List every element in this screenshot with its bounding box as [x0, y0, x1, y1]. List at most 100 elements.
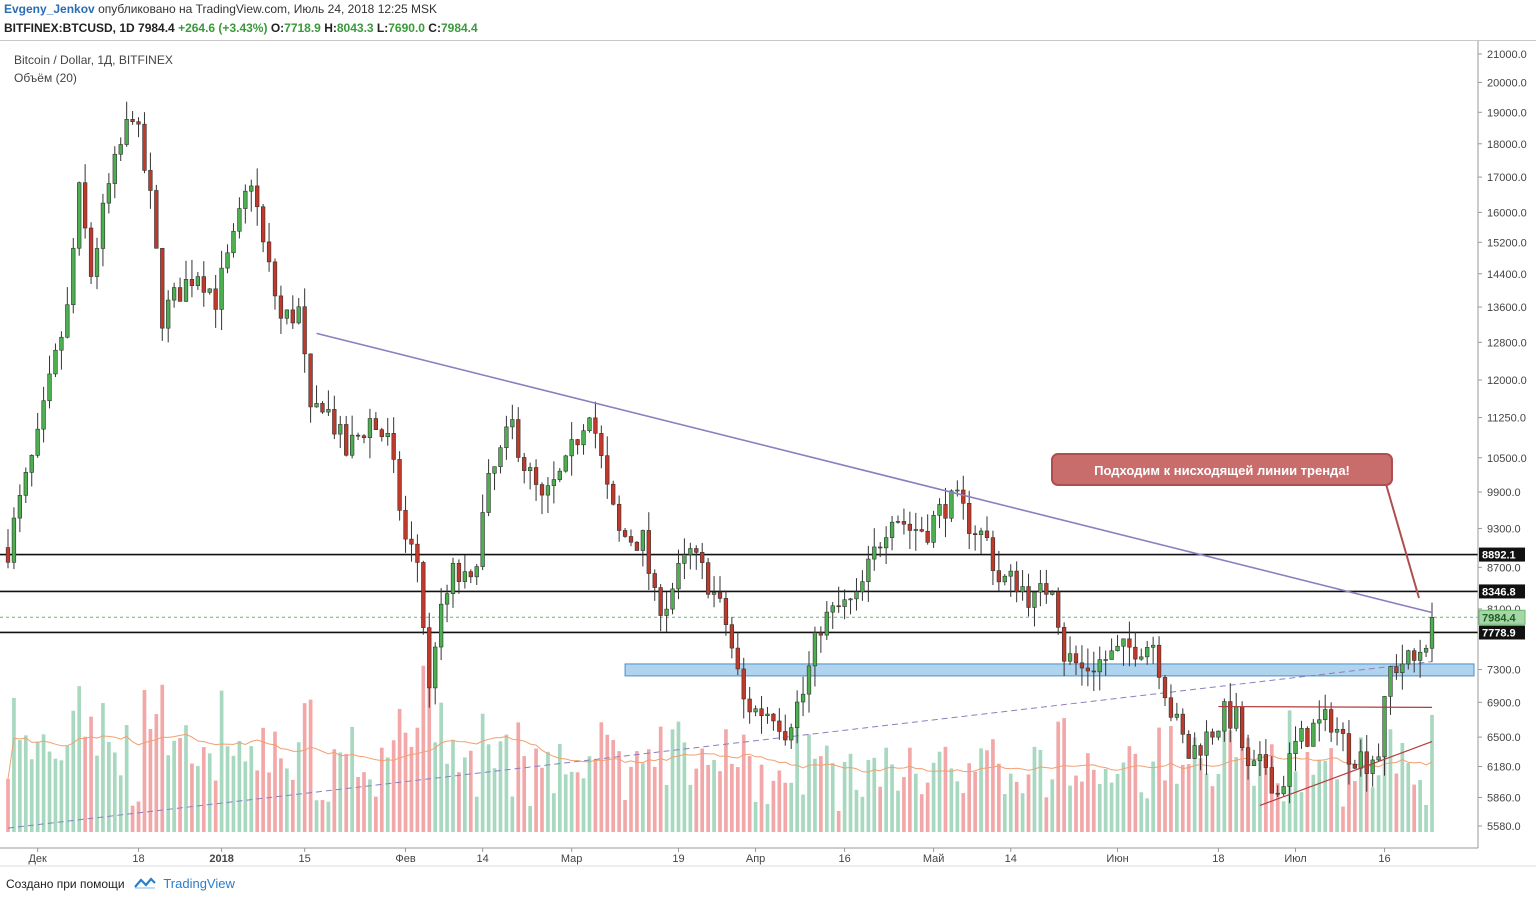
candle	[646, 512, 651, 590]
high-value: 8043.3	[336, 21, 374, 35]
volume-bar	[943, 746, 948, 832]
triangle-lower-line[interactable]	[1259, 741, 1433, 807]
volume-bar	[694, 768, 699, 832]
volume-bar	[979, 748, 983, 832]
volume-bar	[1347, 755, 1351, 832]
volume-bar	[498, 741, 503, 832]
level-price-tag	[1479, 547, 1525, 562]
volume-bar	[985, 750, 989, 832]
volume-ma-line	[7, 733, 1433, 779]
candle	[201, 261, 206, 307]
volume-bar	[71, 710, 76, 832]
candle	[1204, 720, 1209, 775]
volume-bar	[213, 780, 218, 832]
candle	[237, 197, 242, 239]
volume-bar	[65, 745, 70, 832]
price-tick-label: 16000.0	[1487, 207, 1527, 219]
volume-bar	[611, 739, 616, 832]
candle	[854, 578, 859, 611]
volume-bar	[973, 771, 977, 832]
price-tick-label: 12800.0	[1487, 337, 1527, 349]
volume-bar	[302, 703, 307, 832]
volume-bar	[623, 800, 627, 832]
candle	[130, 111, 135, 125]
candle	[1210, 728, 1215, 745]
candle	[1014, 561, 1019, 603]
support-zone	[624, 663, 1475, 677]
volume-bar	[53, 758, 58, 832]
volume-bar	[658, 726, 663, 832]
time-axis[interactable]: Дек 18 2018 15 Фев 14 Мар 19 Апр 16 Май 14 Июн 18 Июл 1…	[28, 848, 1391, 865]
candle	[385, 417, 390, 446]
candle	[53, 343, 58, 378]
volume-bar	[1145, 798, 1150, 832]
volume-bar	[296, 742, 301, 832]
time-tick-label: Июн	[1106, 853, 1128, 865]
candle	[611, 480, 616, 506]
candle	[355, 432, 361, 441]
volume-bar	[290, 779, 295, 832]
volume-bar	[510, 796, 515, 832]
rising-dashed-trendline[interactable]	[7, 661, 1433, 829]
author-link[interactable]: Evgeny_Jenkov	[4, 2, 95, 16]
candle	[563, 454, 568, 473]
candle	[486, 459, 491, 517]
price-tick-label: 17000.0	[1487, 172, 1527, 184]
tradingview-logo-icon[interactable]	[134, 877, 156, 892]
candle	[533, 459, 539, 501]
last-value: 7984.4	[138, 21, 175, 35]
candle	[1156, 636, 1162, 690]
volume-bar	[1169, 726, 1173, 832]
volume-bar	[107, 741, 111, 832]
candle	[860, 570, 865, 601]
candle	[1222, 698, 1227, 742]
candle	[219, 250, 224, 331]
descending-trendline[interactable]	[316, 332, 1433, 614]
candle	[1328, 702, 1334, 742]
time-tick-label: Фев	[395, 853, 415, 865]
volume-bar	[1210, 786, 1215, 832]
candle	[154, 184, 159, 249]
volume-bar	[255, 770, 260, 832]
candle	[527, 462, 533, 490]
tradingview-brand-link[interactable]: TradingView	[163, 876, 235, 891]
volume-bar	[219, 690, 224, 832]
volume-bar	[1008, 773, 1013, 832]
candle	[883, 526, 889, 564]
volume-bar	[267, 772, 271, 832]
triangle-upper-line[interactable]	[1218, 705, 1433, 709]
volume-bar	[569, 771, 574, 832]
volume-bar	[1038, 749, 1043, 832]
volume-bar	[344, 753, 349, 832]
candle	[1145, 640, 1150, 665]
volume-bar	[23, 735, 28, 832]
annotation-callout[interactable]: Подходим к нисходящей линии тренда!	[1051, 453, 1393, 486]
candle	[65, 287, 70, 339]
candle	[1364, 735, 1369, 792]
volume-bar	[77, 686, 82, 832]
candle	[480, 494, 485, 571]
candle	[421, 560, 426, 635]
volume-bar	[332, 749, 337, 832]
volume-bar	[724, 729, 728, 832]
volume-bar	[955, 781, 960, 832]
volume-bar	[676, 721, 681, 832]
volume-bar	[801, 794, 805, 832]
volume-bar	[824, 745, 829, 832]
candle	[438, 588, 444, 661]
candle	[1002, 574, 1007, 586]
candle	[77, 181, 82, 256]
candle	[1180, 708, 1185, 744]
volume-bar	[480, 713, 485, 832]
price-tick-label: 5580.0	[1487, 821, 1521, 833]
candle	[397, 451, 402, 521]
volume-bar	[261, 727, 265, 832]
candle	[1091, 651, 1096, 691]
price-tick-label: 11250.0	[1487, 413, 1526, 425]
price-axis[interactable]: 21000.0 20000.0 19000.0 18000.0 17000.0 16000…	[1478, 49, 1527, 833]
price-tick-label: 7300.0	[1487, 664, 1521, 676]
volume-bar	[1376, 775, 1381, 832]
candle	[1239, 701, 1245, 751]
volume-bar	[101, 703, 105, 832]
